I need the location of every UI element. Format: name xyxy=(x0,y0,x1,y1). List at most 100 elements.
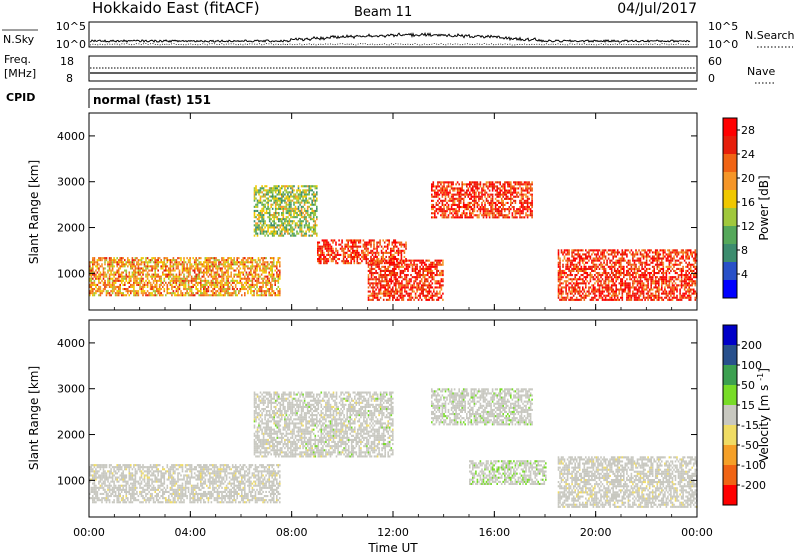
colorbar-tick-label: 12 xyxy=(741,220,755,233)
colorbar-tick-label: -100 xyxy=(741,459,766,472)
x-tick-label: 08:00 xyxy=(276,526,308,539)
colorbar-tick-label: 200 xyxy=(741,339,762,352)
echo-region xyxy=(253,185,318,237)
x-tick-label: 12:00 xyxy=(377,526,409,539)
echo-region xyxy=(469,460,547,485)
colorbar-segment xyxy=(723,226,737,245)
time-xlabel: Time UT xyxy=(367,541,418,554)
cpid-value: normal (fast) 151 xyxy=(93,93,211,107)
y-tick-label: 3000 xyxy=(57,383,85,396)
cpid-label: CPID xyxy=(6,91,35,104)
beam-title: Beam 11 xyxy=(354,5,412,20)
freq-unit: [MHz] xyxy=(4,67,36,80)
x-tick-label: 00:00 xyxy=(73,526,105,539)
colorbar-segment xyxy=(723,262,737,281)
power-panel: 1000 2000 3000 4000 Slant Range [km] 4 8 12 16… xyxy=(27,112,771,311)
y-tick-label: 1000 xyxy=(57,474,85,487)
velocity-cbar-label-sup: -1 xyxy=(756,373,765,381)
colorbar-segment xyxy=(723,244,737,263)
colorbar-segment xyxy=(723,190,737,209)
power-axis: 1000 2000 3000 4000 xyxy=(57,130,697,280)
velocity-echoes xyxy=(89,388,698,508)
colorbar-tick-label: -200 xyxy=(741,479,766,492)
station-title: Hokkaido East (fitACF) xyxy=(92,0,260,17)
velocity-panel: 1000 2000 3000 4000 Slant Range [km] 200 100… xyxy=(27,113,771,554)
nave-tick-bottom: 0 xyxy=(708,72,715,85)
echo-region xyxy=(253,391,394,458)
x-tick-label: 16:00 xyxy=(478,526,510,539)
power-cbar-label: Power [dB] xyxy=(757,175,771,240)
cpid-panel: CPID normal (fast) 151 xyxy=(6,88,697,108)
nsky-panel: N.Sky 10^5 10^0 10^5 10^0 N.Search xyxy=(2,20,795,51)
x-tick-label: 20:00 xyxy=(580,526,612,539)
nsearch-trace xyxy=(89,43,691,46)
nsky-label: N.Sky xyxy=(3,33,35,46)
time-axis: 00:00 04:00 08:00 12:00 16:00 20:00 00:00 xyxy=(73,113,713,539)
y-tick-label: 2000 xyxy=(57,429,85,442)
colorbar-segment xyxy=(723,385,737,406)
velocity-cbar-label-text: Velocity [m s xyxy=(757,385,771,462)
nsearch-tick-bottom: 10^0 xyxy=(708,38,738,51)
power-ylabel: Slant Range [km] xyxy=(27,160,41,264)
nave-label: Nave xyxy=(747,65,775,78)
echo-region xyxy=(89,257,281,297)
nsky-tick-top: 10^5 xyxy=(56,20,86,33)
y-tick-label: 4000 xyxy=(57,130,85,143)
echo-region xyxy=(557,249,698,301)
freq-tick-bottom: 8 xyxy=(66,72,73,85)
colorbar-segment xyxy=(723,118,737,137)
echo-region xyxy=(317,239,407,265)
y-tick-label: 2000 xyxy=(57,222,85,235)
x-tick-label: 00:00 xyxy=(681,526,713,539)
velocity-ylabel: Slant Range [km] xyxy=(27,366,41,470)
echo-region xyxy=(367,259,444,301)
colorbar-segment xyxy=(723,465,737,486)
echo-region xyxy=(431,388,533,426)
velocity-cbar-label-end: ] xyxy=(757,368,771,373)
power-colorbar: 4 8 12 16 20 24 28 xyxy=(722,117,755,299)
colorbar-segment xyxy=(723,136,737,155)
y-tick-label: 1000 xyxy=(57,267,85,280)
colorbar-segment xyxy=(723,485,737,506)
nsearch-tick-top: 10^5 xyxy=(708,20,738,33)
freq-label: Freq. xyxy=(4,53,31,66)
colorbar-tick-label: -50 xyxy=(741,439,759,452)
colorbar-tick-label: 4 xyxy=(741,268,748,281)
echo-region xyxy=(557,456,698,508)
colorbar-segment xyxy=(723,172,737,191)
velocity-colorbar: 200 100 50 15 -15 -50 -100 -200 xyxy=(722,324,766,506)
power-echoes xyxy=(89,181,698,301)
colorbar-tick-label: 8 xyxy=(741,244,748,257)
echo-region xyxy=(431,181,533,219)
colorbar-tick-label: -15 xyxy=(741,419,759,432)
nsky-tick-bottom: 10^0 xyxy=(56,38,86,51)
colorbar-segment xyxy=(723,154,737,173)
colorbar-tick-label: 15 xyxy=(741,399,755,412)
freq-tick-top: 18 xyxy=(60,55,74,68)
x-tick-label: 04:00 xyxy=(174,526,206,539)
y-tick-label: 4000 xyxy=(57,337,85,350)
nsearch-label: N.Search xyxy=(745,29,795,42)
velocity-cbar-label: Velocity [m s -1] xyxy=(756,368,771,462)
date-title: 04/Jul/2017 xyxy=(617,1,697,17)
nsky-frame xyxy=(88,21,698,48)
nsky-trace xyxy=(89,32,691,43)
colorbar-segment xyxy=(723,365,737,386)
colorbar-tick-label: 16 xyxy=(741,196,755,209)
colorbar-segment xyxy=(723,325,737,346)
nave-tick-top: 60 xyxy=(708,55,722,68)
velocity-axis: 1000 2000 3000 4000 xyxy=(57,337,697,487)
echo-region xyxy=(89,464,281,504)
colorbar-segment xyxy=(723,445,737,466)
colorbar-tick-label: 50 xyxy=(741,379,755,392)
colorbar-segment xyxy=(723,425,737,446)
colorbar-tick-label: 20 xyxy=(741,172,755,185)
colorbar-segment xyxy=(723,345,737,366)
freq-frame xyxy=(88,55,698,82)
colorbar-segment xyxy=(723,405,737,426)
colorbar-tick-label: 100 xyxy=(741,359,762,372)
colorbar-segment xyxy=(723,280,737,299)
colorbar-tick-label: 24 xyxy=(741,148,755,161)
y-tick-label: 3000 xyxy=(57,176,85,189)
